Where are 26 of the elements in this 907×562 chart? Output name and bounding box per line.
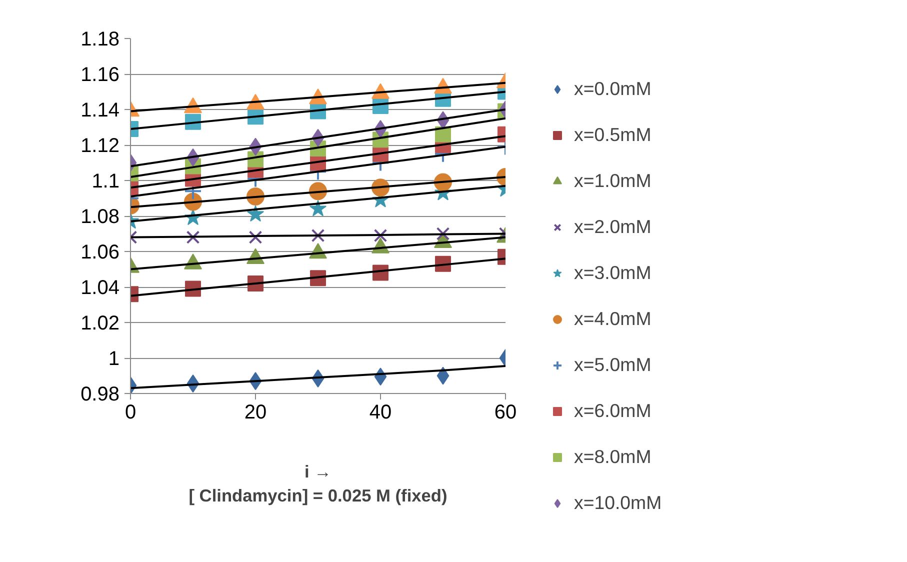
y-tick-label: 1.02 (80, 312, 120, 334)
y-tick-label: 1.16 (80, 64, 120, 86)
legend-label: x=3.0mM (574, 262, 652, 284)
legend-label: x=5.0mM (574, 354, 652, 376)
x-tick-label: 0 (124, 402, 136, 424)
legend-label: x=10.0mM (574, 492, 662, 514)
x-tick-label: 40 (369, 402, 392, 424)
legend-label: x=4.0mM (574, 308, 652, 330)
x-tick-label: 60 (494, 402, 517, 424)
y-tick-label: 1 (108, 348, 120, 370)
y-tick-label: 1.18 (80, 28, 120, 50)
x-axis-title: i → [ Clindamycin] = 0.025 M (fixed) (188, 462, 448, 506)
y-tick-label: 1.04 (80, 277, 120, 299)
y-tick-label: 0.98 (80, 384, 120, 406)
legend-label: x=6.0mM (574, 400, 652, 422)
legend-label: x=1.0mM (574, 170, 652, 192)
legend-label: x=8.0mM (574, 446, 652, 468)
x-tick-label: 20 (244, 402, 267, 424)
y-tick-label: 1.1 (92, 170, 120, 192)
y-tick-label: 1.14 (80, 100, 120, 122)
y-tick-label: 1.08 (80, 206, 120, 228)
legend-label: x=0.0mM (574, 78, 652, 100)
legend-label: x=2.0mM (574, 216, 652, 238)
legend-label: x=0.5mM (574, 124, 652, 146)
y-tick-label: 1.12 (80, 135, 120, 157)
y-tick-label: 1.06 (80, 242, 120, 264)
